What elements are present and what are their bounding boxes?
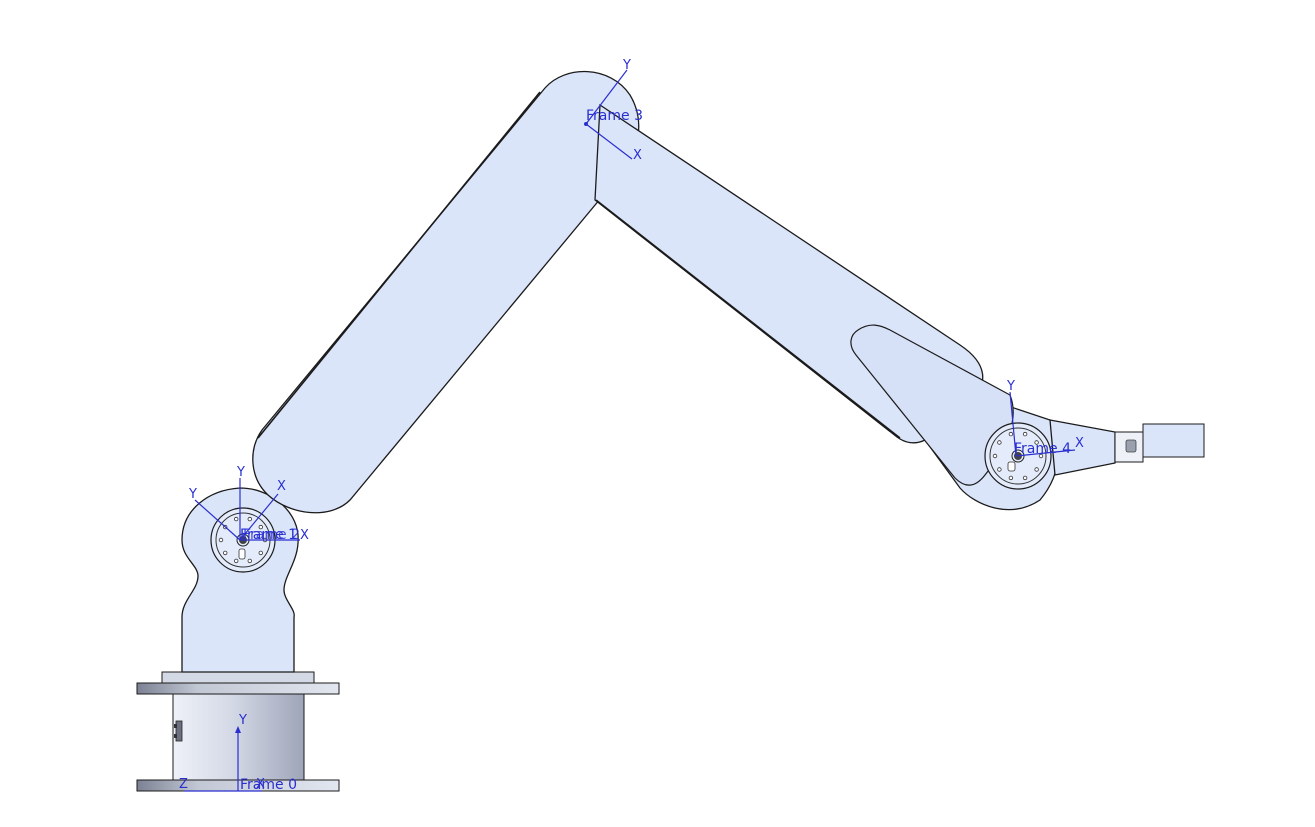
joint-bolts <box>218 431 1044 564</box>
forearm-slot <box>850 324 1014 486</box>
bolt-hole <box>1008 475 1014 481</box>
bolt-hole <box>258 524 263 530</box>
frame0-label: Frame 0 <box>240 777 297 793</box>
frame4-y-axis-label: Y <box>1006 379 1015 394</box>
frame0-y-axis-label: Y <box>238 713 247 728</box>
frame0-z-axis-label: Z <box>179 777 188 792</box>
frame1-label: Frame 1 <box>240 527 297 543</box>
frame0-x-axis-label: X <box>256 777 265 792</box>
frame1-y-axis-label: Y <box>236 465 245 480</box>
frame4-x-axis-label: X <box>1075 436 1084 451</box>
bolt-hole <box>1038 453 1044 459</box>
frame2-label: Frame 2 <box>243 527 300 543</box>
base-top-plate <box>161 671 315 684</box>
wrist-plate <box>1049 419 1116 476</box>
bolt-hole <box>1034 467 1039 472</box>
frame3-label: Frame 3 <box>586 108 643 124</box>
tool-bolt <box>1125 439 1137 453</box>
frame4-label: Frame 4 <box>1014 441 1071 457</box>
upper-arm-link <box>252 70 640 514</box>
bolt-hole <box>258 550 263 556</box>
bolt-hole <box>1034 440 1039 445</box>
gripper-body <box>1142 423 1205 458</box>
bolt-hole <box>1008 431 1014 437</box>
bolt-hole <box>218 537 224 543</box>
frame3-y-axis-label: Y <box>622 58 631 73</box>
bolt-hole <box>997 440 1002 445</box>
base-connector <box>174 720 183 742</box>
bolt-hole <box>1022 431 1028 437</box>
frame2-triad: Frame 2 <box>243 527 300 543</box>
frame3-triad: Y X Frame 3 <box>584 58 643 163</box>
bolt-hole <box>222 550 228 556</box>
frame1-y2-axis-label: Y <box>188 487 197 502</box>
bolt-hole <box>247 516 252 522</box>
upper-arm-edge <box>257 91 541 439</box>
frame1-x2-axis-label: X <box>300 528 309 543</box>
forearm-edge <box>595 199 901 439</box>
bolt-hole <box>233 516 239 522</box>
bolt-hole <box>233 558 239 564</box>
frame1-triad: Y X Y X Frame 1 <box>188 465 309 543</box>
frame0-triad: Y Z X Frame 0 <box>179 713 297 793</box>
bolt-hole <box>992 453 998 459</box>
base-top-flange <box>136 682 340 695</box>
frame1-x-axis-label: X <box>277 479 286 494</box>
frame3-x-axis-label: X <box>633 148 642 163</box>
bolt-hole <box>997 467 1002 472</box>
frame4-triad: Y X Frame 4 <box>1006 379 1084 457</box>
bolt-hole <box>247 558 252 564</box>
bolt-hole <box>1022 475 1028 481</box>
